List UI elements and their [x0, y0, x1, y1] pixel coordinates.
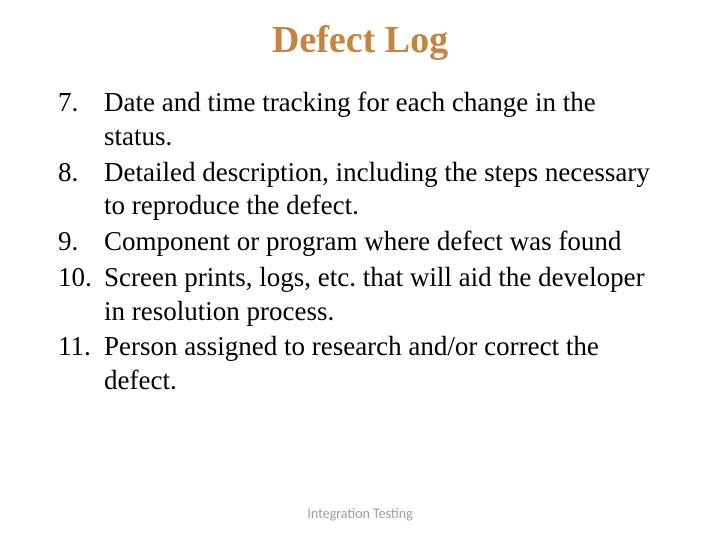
- list-item: 7. Date and time tracking for each chang…: [58, 86, 680, 154]
- list-number: 7.: [58, 86, 104, 154]
- list-text: Date and time tracking for each change i…: [104, 86, 680, 154]
- slide-title: Defect Log: [40, 18, 680, 62]
- list-item: 10. Screen prints, logs, etc. that will …: [58, 261, 680, 329]
- list-item: 9. Component or program where defect was…: [58, 225, 680, 259]
- slide-footer: Integration Testing: [0, 505, 720, 522]
- list-item: 11. Person assigned to research and/or c…: [58, 330, 680, 398]
- list-text: Screen prints, logs, etc. that will aid …: [104, 261, 680, 329]
- list-number: 9.: [58, 225, 104, 259]
- list-number: 8.: [58, 156, 104, 224]
- list-text: Person assigned to research and/or corre…: [104, 330, 680, 398]
- list-number: 10.: [58, 261, 104, 329]
- list-item: 8. Detailed description, including the s…: [58, 156, 680, 224]
- list-text: Component or program where defect was fo…: [104, 225, 680, 259]
- list-number: 11.: [58, 330, 104, 398]
- defect-log-list: 7. Date and time tracking for each chang…: [40, 86, 680, 398]
- slide-container: Defect Log 7. Date and time tracking for…: [0, 0, 720, 540]
- list-text: Detailed description, including the step…: [104, 156, 680, 224]
